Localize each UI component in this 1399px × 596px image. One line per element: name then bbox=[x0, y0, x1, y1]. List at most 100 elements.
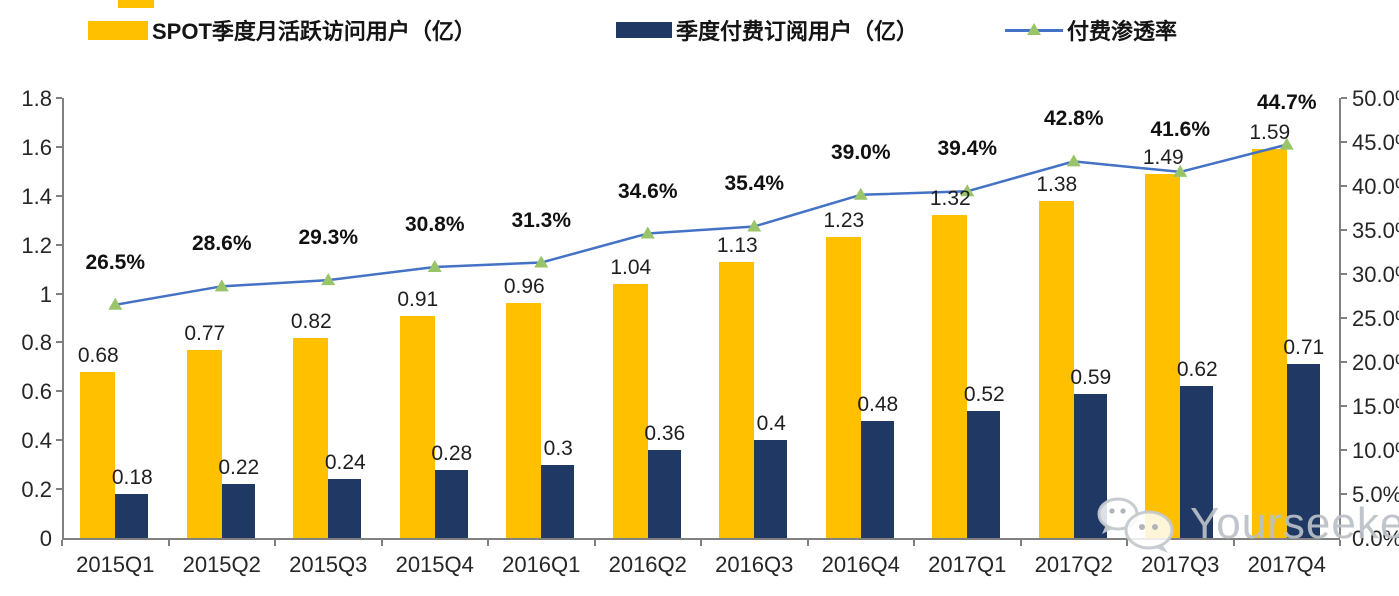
mau-value-label: 1.59 bbox=[1249, 121, 1291, 145]
right-axis-tick-label: 45.0% bbox=[1352, 130, 1399, 155]
mau-bar bbox=[293, 337, 329, 538]
penetration-value-label: 26.5% bbox=[85, 250, 146, 274]
left-axis-tick bbox=[56, 145, 62, 148]
penetration-value-label: 34.6% bbox=[617, 179, 678, 203]
penetration-value-label: 30.8% bbox=[404, 212, 465, 236]
x-axis-category-label: 2015Q4 bbox=[395, 552, 474, 577]
x-axis-tick bbox=[61, 540, 63, 546]
left-axis-tick-label: 1 bbox=[39, 281, 52, 307]
subscribers-bar bbox=[1180, 386, 1214, 538]
x-axis-category-label: 2015Q2 bbox=[182, 552, 261, 577]
mau-value-label: 1.49 bbox=[1142, 145, 1184, 169]
x-axis-tick bbox=[1232, 540, 1235, 546]
left-axis-tick bbox=[56, 243, 62, 246]
left-axis-tick-label: 1.2 bbox=[21, 232, 52, 258]
right-axis-tick bbox=[1341, 361, 1347, 363]
mau-bar bbox=[1145, 173, 1181, 538]
left-axis-tick bbox=[56, 390, 62, 393]
right-axis-tick-label: 40.0% bbox=[1352, 174, 1399, 199]
right-axis-tick bbox=[1341, 405, 1347, 407]
watermark: Yourseeker bbox=[1092, 492, 1399, 556]
mau-bar bbox=[399, 315, 435, 538]
subscribers-bar bbox=[221, 484, 255, 538]
subscribers-swatch-icon bbox=[616, 22, 672, 38]
penetration-value-label: 28.6% bbox=[191, 232, 252, 256]
legend-item-subscribers: 季度付费订阅用户（亿） bbox=[616, 14, 918, 46]
penetration-value-label: 31.3% bbox=[511, 208, 572, 232]
subscribers-bar bbox=[434, 469, 468, 538]
left-axis-tick bbox=[56, 97, 62, 99]
right-axis-tick-label: 15.0% bbox=[1352, 394, 1399, 419]
right-axis-tick-label: 10.0% bbox=[1352, 438, 1399, 463]
mau-value-label: 1.04 bbox=[610, 255, 652, 279]
mau-swatch-icon bbox=[88, 20, 148, 40]
subscribers-bar bbox=[115, 494, 149, 538]
left-axis-tick bbox=[56, 194, 62, 197]
left-axis-tick-label: 0 bbox=[39, 526, 52, 551]
x-axis-category-label: 2017Q2 bbox=[1034, 552, 1113, 577]
subscribers-bar bbox=[328, 479, 362, 538]
right-axis-tick-label: 20.0% bbox=[1352, 350, 1399, 375]
subscribers-bar bbox=[541, 464, 575, 538]
legend-label-mau: SPOT季度月活跃访问用户（亿） bbox=[152, 19, 476, 44]
subscribers-value-label: 0.4 bbox=[756, 412, 786, 436]
x-axis-category-label: 2016Q3 bbox=[715, 552, 794, 577]
wechat-icon bbox=[1097, 497, 1174, 553]
subscribers-value-label: 0.62 bbox=[1176, 358, 1218, 382]
x-axis-tick bbox=[1126, 540, 1128, 546]
left-axis-tick-label: 0.6 bbox=[21, 379, 52, 405]
x-axis-line bbox=[62, 538, 1340, 540]
left-axis-tick bbox=[56, 488, 62, 491]
legend-item-penetration: 付费渗透率 bbox=[1005, 14, 1177, 46]
mau-value-label: 1.38 bbox=[1036, 172, 1078, 196]
x-axis-tick bbox=[700, 540, 702, 546]
x-axis-category-label: 2016Q4 bbox=[821, 552, 900, 577]
legend-label-subscribers: 季度付费订阅用户（亿） bbox=[676, 19, 919, 44]
mau-bar bbox=[1251, 149, 1287, 538]
left-axis-tick bbox=[56, 439, 62, 442]
subscribers-bar bbox=[647, 450, 681, 538]
x-axis-tick bbox=[913, 540, 915, 546]
mau-value-label: 0.82 bbox=[290, 309, 332, 333]
mau-value-label: 0.77 bbox=[184, 321, 226, 345]
subscribers-bar bbox=[967, 410, 1001, 538]
penetration-value-label: 39.0% bbox=[830, 140, 891, 164]
x-axis-category-label: 2017Q1 bbox=[928, 552, 1007, 577]
left-axis-tick-label: 0.4 bbox=[21, 428, 52, 454]
right-axis-tick-label: 50.0% bbox=[1352, 86, 1399, 111]
subscribers-value-label: 0.71 bbox=[1283, 336, 1325, 360]
mau-bar bbox=[825, 237, 861, 538]
x-axis-tick bbox=[806, 540, 809, 546]
x-axis-category-label: 2017Q4 bbox=[1247, 552, 1326, 577]
right-axis-tick bbox=[1341, 493, 1347, 495]
left-axis-tick-label: 0.8 bbox=[21, 330, 52, 356]
subscribers-value-label: 0.48 bbox=[857, 392, 899, 416]
right-axis-line bbox=[1339, 98, 1341, 538]
x-axis-category-label: 2017Q3 bbox=[1141, 552, 1220, 577]
mau-value-label: 1.13 bbox=[716, 233, 758, 257]
legend-item-mau: SPOT季度月活跃访问用户（亿） bbox=[88, 14, 476, 46]
x-axis-tick bbox=[274, 540, 276, 546]
right-axis-tick bbox=[1341, 185, 1347, 187]
subscribers-value-label: 0.59 bbox=[1070, 365, 1112, 389]
subscribers-bar bbox=[1286, 364, 1320, 538]
penetration-value-label: 44.7% bbox=[1256, 90, 1317, 114]
mau-value-label: 0.91 bbox=[397, 287, 439, 311]
right-axis-tick bbox=[1341, 229, 1347, 231]
left-axis-tick bbox=[56, 292, 62, 295]
right-axis-tick bbox=[1341, 273, 1347, 275]
subscribers-value-label: 0.18 bbox=[111, 466, 153, 489]
subscribers-value-label: 0.52 bbox=[963, 382, 1005, 406]
left-axis-tick bbox=[56, 341, 62, 344]
legend-label-penetration: 付费渗透率 bbox=[1067, 19, 1178, 44]
mau-value-label: 0.96 bbox=[503, 275, 545, 299]
mau-value-label: 0.68 bbox=[77, 343, 119, 367]
right-axis-tick-label: 30.0% bbox=[1352, 262, 1399, 287]
x-axis-category-label: 2016Q2 bbox=[608, 552, 687, 577]
left-axis-line bbox=[62, 98, 64, 538]
mau-bar bbox=[612, 283, 648, 538]
left-axis-tick-label: 1.4 bbox=[21, 183, 52, 209]
x-axis-tick bbox=[167, 540, 170, 546]
right-axis-tick-label: 35.0% bbox=[1352, 218, 1399, 243]
